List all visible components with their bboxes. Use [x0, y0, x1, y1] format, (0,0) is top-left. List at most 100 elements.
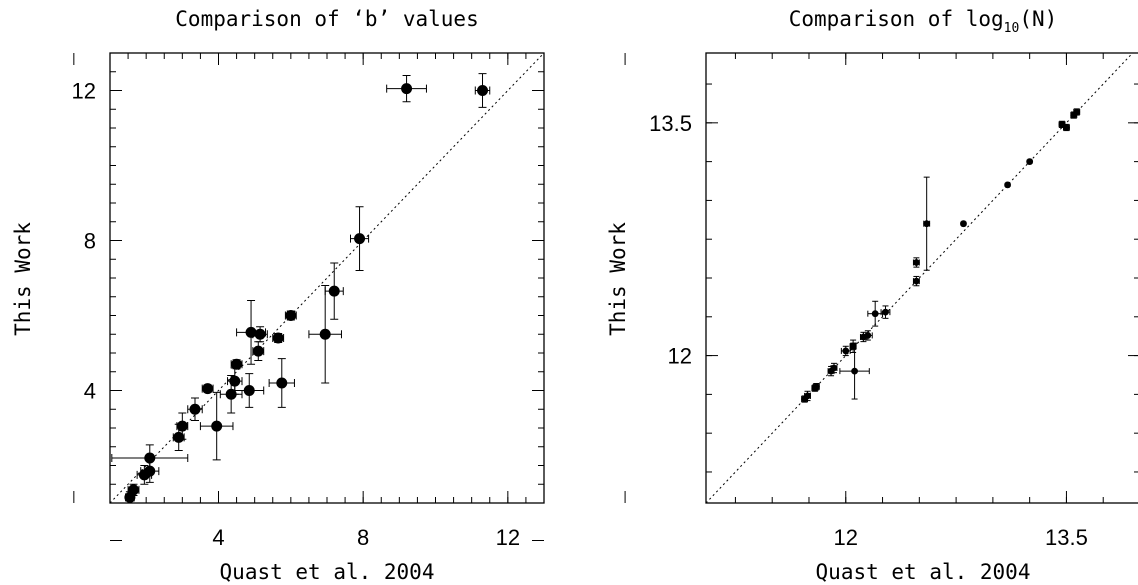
b-values-data-point — [324, 262, 344, 320]
b-values-point-marker — [285, 310, 297, 321]
log-n-point-marker — [882, 308, 889, 316]
b-values-data-point — [124, 491, 136, 504]
b-values-data-point — [272, 332, 285, 344]
b-values-data-point — [474, 73, 491, 108]
log-n-point-marker — [842, 347, 850, 355]
b-values-point-marker — [252, 345, 264, 357]
b-values-point-marker — [138, 469, 150, 481]
b-values-point-marker — [231, 358, 243, 370]
b-values-point-marker — [354, 233, 366, 245]
b-values-data-point — [201, 383, 214, 395]
b-values-identity-line — [109, 52, 545, 504]
b-values-data-point — [230, 358, 243, 370]
b-values-point-marker — [328, 285, 340, 297]
b-values-tick-marks — [73, 52, 545, 541]
b-values-point-marker — [173, 431, 185, 443]
log-n-point-marker — [1070, 111, 1078, 119]
b-values-data-point — [308, 285, 342, 384]
b-values-data-point — [172, 423, 185, 451]
b-values-point-marker — [211, 420, 223, 432]
log-n-data-point — [1026, 158, 1034, 166]
b-values-point-marker — [229, 375, 241, 387]
log-n-point-marker — [912, 259, 920, 266]
log-n-point-marker — [912, 277, 920, 285]
b-values-tick-labels: 4 8 12 4 8 12 — [72, 79, 521, 551]
b-values-point-marker — [202, 383, 214, 395]
log-n-data-point — [801, 395, 809, 403]
log-n-data-point — [1070, 111, 1078, 119]
log-n-data-point — [839, 342, 870, 400]
log-n-data-point — [912, 275, 920, 287]
b-values-y-tick-label: 4 — [84, 379, 96, 404]
b-values-point-marker — [276, 377, 288, 389]
log-n-title: Comparison of log10(N) — [789, 7, 1058, 36]
log-n-title-subscript: 10 — [1004, 21, 1020, 36]
b-values-data-point — [227, 367, 243, 395]
b-values-point-marker — [176, 420, 188, 432]
log-n-point-marker — [849, 342, 857, 350]
log-n-x-tick-label: 12 — [834, 525, 858, 550]
b-values-y-axis-label: This Work — [11, 222, 35, 336]
log-n-x-tick-label: 13.5 — [1045, 525, 1088, 550]
b-values-data-point — [199, 391, 234, 461]
log-n-point-marker — [923, 220, 931, 228]
log-n-data-point — [960, 220, 967, 228]
log-n-data-point — [840, 345, 851, 357]
b-values-point-marker — [225, 388, 237, 400]
b-values-data-point — [136, 465, 153, 485]
b-values-y-tick-label: 8 — [84, 229, 96, 254]
log-n-data-point — [811, 384, 819, 392]
log-n-point-marker — [801, 395, 808, 403]
b-values-point-marker — [245, 326, 257, 338]
log-n-identity-line — [705, 52, 1134, 504]
b-values-title: Comparison of ‘b’ values — [175, 7, 478, 31]
b-values-point-marker — [272, 332, 284, 344]
log-n-title-main: Comparison of log — [789, 7, 1004, 31]
log-n-tick-labels: 12 13.5 12 13.5 — [649, 111, 1088, 550]
log-n-point-marker — [960, 220, 967, 228]
log-n-data-point — [1058, 120, 1066, 128]
b-values-panel: Comparison of ‘b’ values Quast et al. 20… — [11, 7, 545, 584]
b-values-point-marker — [319, 328, 331, 340]
b-values-point-marker — [144, 452, 156, 464]
log-n-x-axis-label: Quast et al. 2004 — [816, 560, 1031, 584]
log-n-point-marker — [830, 364, 838, 372]
log-n-point-marker — [851, 367, 858, 375]
log-n-point-marker — [871, 310, 879, 318]
log-n-data-point — [859, 331, 867, 343]
b-values-data-point — [219, 375, 243, 414]
b-values-data-point — [252, 326, 268, 343]
log-n-point-marker — [1004, 181, 1011, 189]
log-n-y-axis-label: This Work — [606, 222, 630, 336]
b-values-point-marker — [124, 491, 136, 503]
log-n-y-tick-label: 12 — [668, 344, 692, 369]
b-values-point-marker — [477, 85, 489, 96]
log-n-y-tick-label: 13.5 — [649, 111, 692, 136]
b-values-x-tick-label: 12 — [496, 525, 520, 550]
log-n-panel: Comparison of log10(N) Quast et al. 2004… — [606, 7, 1138, 584]
log-n-data-point — [830, 362, 838, 374]
b-values-x-tick-label: 4 — [212, 525, 224, 550]
b-values-data-point — [386, 75, 427, 103]
log-n-data-point — [1004, 181, 1011, 189]
b-values-data-point — [234, 373, 265, 408]
log-n-data-point — [849, 342, 857, 350]
b-values-data-point — [350, 206, 370, 271]
b-values-point-marker — [254, 328, 266, 340]
b-values-data-point — [187, 397, 203, 421]
b-values-x-axis-label: Quast et al. 2004 — [220, 560, 435, 584]
b-values-y-tick-label: 12 — [72, 79, 96, 104]
b-values-point-marker — [189, 403, 201, 415]
b-values-data-point — [268, 358, 295, 408]
b-values-data-point — [252, 341, 265, 361]
b-values-x-tick-label: 8 — [357, 525, 369, 550]
log-n-data-point — [923, 176, 931, 271]
b-values-data-point — [284, 310, 297, 321]
log-n-data-point — [867, 300, 884, 327]
log-n-title-tail: (N) — [1019, 7, 1057, 31]
b-values-data-point — [176, 412, 189, 440]
b-values-point-marker — [401, 83, 413, 95]
log-n-tick-marks — [624, 53, 1138, 503]
b-values-data-points — [111, 73, 491, 504]
log-n-point-marker — [1026, 158, 1034, 166]
